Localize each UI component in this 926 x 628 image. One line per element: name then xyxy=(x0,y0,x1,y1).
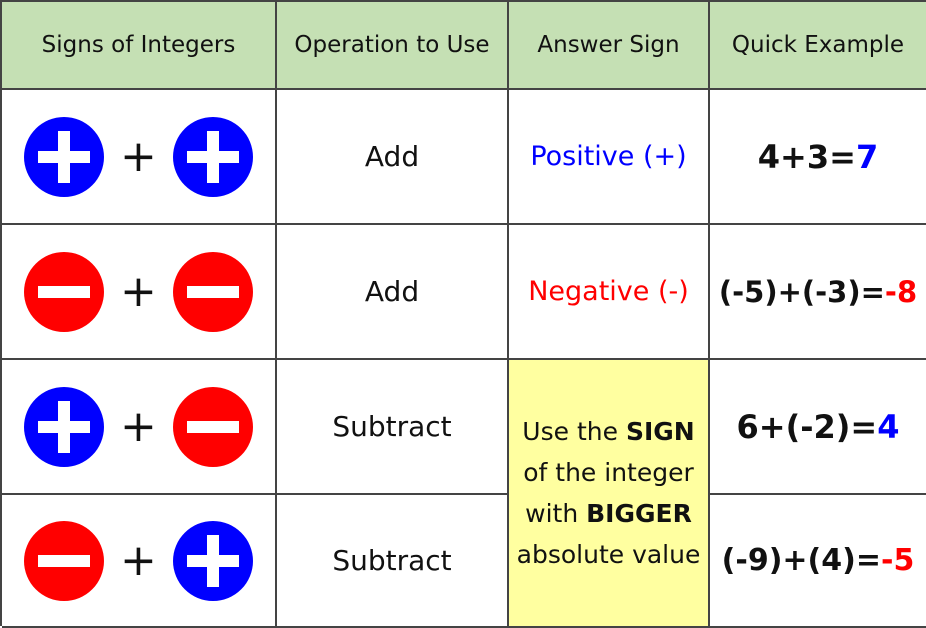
signs-cell: + xyxy=(2,225,277,360)
negative-sign-icon xyxy=(24,251,105,332)
positive-sign-icon xyxy=(24,116,105,197)
negative-sign-icon xyxy=(24,520,105,601)
example-result: 7 xyxy=(855,137,879,176)
positive-sign-icon xyxy=(172,520,253,601)
positive-sign-icon xyxy=(24,386,105,467)
example-result: 4 xyxy=(877,407,900,446)
plus-symbol: + xyxy=(120,131,157,182)
header-operation: Operation to Use xyxy=(277,2,509,90)
example-expression: (-5)+(-3)= xyxy=(718,274,885,309)
signs-cell: + xyxy=(2,495,277,628)
example-expression: 6+(-2)= xyxy=(736,407,878,446)
example-result: -8 xyxy=(884,274,918,309)
example-result: -5 xyxy=(881,543,915,578)
merged-line: of the integer xyxy=(523,458,694,487)
negative-sign-icon xyxy=(172,386,253,467)
header-signs: Signs of Integers xyxy=(2,2,277,90)
emphasis-sign: SIGN xyxy=(625,417,695,446)
positive-sign-icon xyxy=(172,116,253,197)
merged-answer-cell: Use the SIGN of the integer with BIGGER … xyxy=(509,360,710,628)
plus-symbol: + xyxy=(120,401,157,452)
header-answer-sign: Answer Sign xyxy=(509,2,710,90)
example-expression: 4+3= xyxy=(757,137,856,176)
example-cell: 4+3= 7 xyxy=(710,90,926,225)
emphasis-bigger: BIGGER xyxy=(586,499,692,528)
header-quick-example: Quick Example xyxy=(710,2,926,90)
signs-cell: + xyxy=(2,360,277,495)
operation-cell: Subtract xyxy=(277,495,509,628)
plus-symbol: + xyxy=(120,266,157,317)
example-cell: (-9)+(4)= -5 xyxy=(710,495,926,628)
merged-line: absolute value xyxy=(516,540,701,569)
merged-line: with BIGGER xyxy=(517,493,701,534)
answer-sign-cell: Negative (-) xyxy=(509,225,710,360)
operation-cell: Add xyxy=(277,90,509,225)
example-cell: 6+(-2)= 4 xyxy=(710,360,926,495)
example-expression: (-9)+(4)= xyxy=(721,543,881,578)
text: Use the xyxy=(522,417,626,446)
operation-cell: Add xyxy=(277,225,509,360)
signs-cell: + xyxy=(2,90,277,225)
plus-symbol: + xyxy=(120,535,157,586)
example-cell: (-5)+(-3)= -8 xyxy=(710,225,926,360)
answer-sign-cell: Positive (+) xyxy=(509,90,710,225)
negative-sign-icon xyxy=(172,251,253,332)
merged-line: Use the SIGN xyxy=(517,411,701,452)
text: with xyxy=(525,499,587,528)
operation-cell: Subtract xyxy=(277,360,509,495)
